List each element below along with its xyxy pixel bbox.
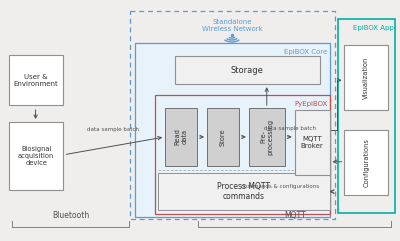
Text: Store: Store (220, 128, 226, 146)
Bar (165, 108, 197, 166)
Bar (158, 173, 330, 210)
Bar (9, 55, 64, 105)
Text: User &
Environment: User & Environment (14, 74, 58, 87)
Text: EpiBOX Core: EpiBOX Core (284, 49, 328, 55)
Text: Pre-
processing: Pre- processing (260, 119, 273, 155)
Text: MQTT: MQTT (284, 211, 306, 221)
Text: Configurations: Configurations (364, 138, 370, 187)
Bar (344, 46, 388, 110)
Bar (155, 95, 330, 214)
Text: Bluetooth: Bluetooth (52, 211, 89, 221)
Text: PyEpiBOX: PyEpiBOX (294, 101, 328, 107)
Bar (135, 43, 330, 217)
Text: Visualization: Visualization (364, 57, 370, 99)
Bar (9, 122, 64, 190)
Bar (295, 110, 330, 175)
Bar (344, 130, 388, 194)
Text: Standalone
Wireless Network: Standalone Wireless Network (202, 19, 262, 32)
Bar (207, 108, 239, 166)
Bar (130, 11, 334, 219)
Text: EpiBOX App: EpiBOX App (352, 25, 393, 31)
Text: Process MQTT
commands: Process MQTT commands (217, 182, 270, 201)
Bar (249, 108, 285, 166)
Text: commands & configurations: commands & configurations (241, 184, 319, 189)
Text: MQTT
Broker: MQTT Broker (301, 136, 324, 149)
Bar (175, 56, 320, 84)
Text: Biosignal
acquisition
device: Biosignal acquisition device (18, 146, 54, 166)
Text: data sample batch: data sample batch (264, 126, 316, 131)
Text: Storage: Storage (231, 66, 264, 75)
Text: Read
data: Read data (174, 128, 188, 145)
Bar (338, 19, 395, 214)
Text: data sample batch: data sample batch (87, 127, 139, 132)
